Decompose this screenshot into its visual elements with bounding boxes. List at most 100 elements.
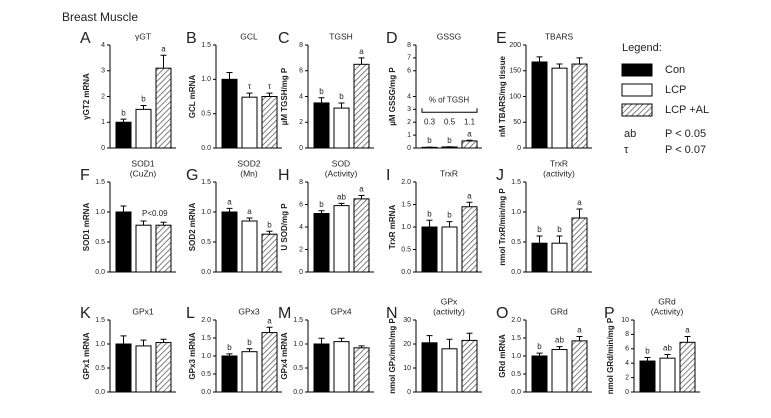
error-bar (226, 207, 233, 212)
y-axis-label: GCL mRNA (188, 75, 197, 119)
y-axis-label: nmol GPx/min/mg P (388, 318, 397, 394)
error-bar (466, 332, 473, 341)
panel-title: TBARS (545, 31, 574, 41)
pct-label: 1.1 (464, 117, 476, 126)
y-tick-label: 0.0 (201, 389, 211, 396)
y-tick-label: 150 (509, 68, 521, 75)
bar (551, 349, 568, 393)
y-tick-label: 4 (407, 93, 411, 100)
error-bar (358, 57, 365, 65)
y-axis-label: nmol TrxR/min/mg P (498, 188, 507, 266)
y-tick-label: 6 (407, 68, 411, 75)
y-tick-label: 2 (299, 246, 303, 253)
panel-title: SOD1 (131, 158, 154, 168)
y-tick-label: 0.5 (201, 111, 211, 118)
bar (441, 226, 458, 273)
significance-label: b (319, 200, 324, 209)
panel-title: SOD2 (237, 158, 260, 168)
pct-title: % of TGSH (429, 95, 470, 104)
panel-letter: J (496, 167, 504, 184)
y-axis-label: nmol GRd/min/mg P (606, 317, 615, 394)
bar (155, 224, 172, 273)
y-axis-label: TrxR mRNA (388, 205, 397, 250)
significance-label: a (577, 326, 582, 335)
error-bar (160, 54, 167, 69)
significance-label: b (141, 95, 146, 104)
y-tick-label: 8 (299, 42, 303, 49)
bar (155, 342, 172, 393)
y-axis-label: U SOD/mg P (280, 203, 289, 251)
y-tick-label: 1.5 (511, 179, 521, 186)
y-tick-label: 1.0 (201, 76, 211, 83)
y-tick-label: 0.5 (511, 371, 521, 378)
panel-title: TGSH (329, 31, 353, 41)
significance-label: b (427, 136, 432, 145)
panel-title: γGT (135, 31, 151, 41)
bar (353, 347, 370, 393)
significance-label: b (537, 225, 542, 234)
y-axis-label: γGT2 mRNA (82, 73, 91, 120)
y-axis-label: GPx3 mRNA (188, 332, 197, 379)
bar (261, 332, 278, 393)
bar (461, 339, 478, 393)
bar (571, 63, 588, 149)
error-bar (536, 235, 543, 244)
error-bar (246, 348, 253, 352)
y-tick-label: 6 (299, 68, 303, 75)
error-bar (644, 356, 651, 362)
error-bar (338, 337, 345, 342)
legend-symbol: τ (624, 144, 629, 156)
legend-label: Con (665, 64, 685, 76)
bar (241, 96, 258, 149)
error-bar (576, 336, 583, 341)
y-tick-label: 1.5 (401, 201, 411, 208)
legend-note: P < 0.07 (665, 144, 706, 156)
error-bar (446, 338, 453, 349)
bar (333, 341, 350, 393)
panel-title: GSSG (437, 31, 462, 41)
y-tick-label: 6 (625, 346, 629, 353)
error-bar (536, 56, 543, 62)
y-tick-label: 0 (299, 269, 303, 276)
y-tick-label: 1.0 (511, 209, 521, 216)
error-bar (226, 353, 233, 356)
error-bar (318, 337, 325, 344)
error-bar (140, 105, 147, 110)
significance-label: ab (337, 192, 346, 201)
bar (531, 242, 548, 273)
bar (313, 102, 330, 149)
y-tick-label: 1.5 (95, 317, 105, 324)
significance-label: b (447, 211, 452, 220)
error-bar (266, 92, 273, 97)
y-tick-label: 4 (299, 224, 303, 231)
bar (639, 360, 656, 393)
y-tick-label: 0 (101, 145, 105, 152)
y-tick-label: 1.0 (201, 209, 211, 216)
significance-label: b (227, 343, 232, 352)
error-bar (536, 352, 543, 356)
bar (135, 224, 152, 273)
error-bar (266, 326, 273, 333)
panel-letter: D (386, 30, 398, 47)
significance-label: b (537, 342, 542, 351)
error-bar (576, 57, 583, 65)
y-axis-label: GRd mRNA (498, 334, 507, 378)
y-tick-label: 0 (517, 145, 521, 152)
y-tick-label: 0.5 (201, 371, 211, 378)
significance-label: a (685, 326, 690, 335)
significance-label: b (247, 338, 252, 347)
error-bar (426, 219, 433, 227)
y-tick-label: 0 (407, 389, 411, 396)
y-tick-label: 0.5 (95, 365, 105, 372)
panel-title: GRd (658, 296, 676, 306)
y-tick-label: 0.0 (95, 269, 105, 276)
y-tick-label: 1.0 (95, 341, 105, 348)
panel-letter: F (80, 167, 90, 184)
y-tick-label: 1.5 (201, 335, 211, 342)
y-tick-label: 1.5 (201, 179, 211, 186)
significance-label: ab (555, 336, 564, 345)
bar (313, 343, 330, 393)
significance-label: ab (663, 344, 672, 353)
panel-title: (Activity) (651, 306, 684, 316)
y-tick-label: 100 (509, 93, 521, 100)
